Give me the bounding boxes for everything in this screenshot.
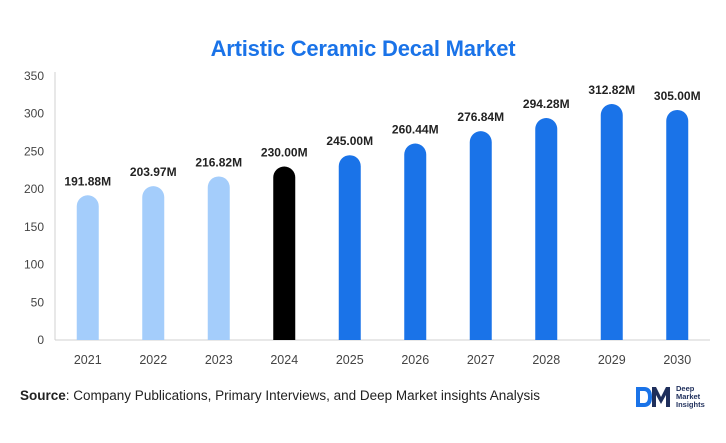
logo-line-2: Market xyxy=(676,392,701,401)
logo-line-3: Insights xyxy=(676,400,705,409)
source-label: Source xyxy=(20,388,66,403)
data-label-2027: 276.84M xyxy=(457,110,504,124)
y-axis: 0 50 100 150 200 250 300 350 xyxy=(24,69,56,347)
bar-2023 xyxy=(207,176,230,340)
data-label-2028: 294.28M xyxy=(523,97,570,111)
x-tick-label-2025: 2025 xyxy=(336,353,364,367)
x-tick-label-2021: 2021 xyxy=(74,353,102,367)
y-tick-label: 200 xyxy=(24,182,44,196)
bar-2030 xyxy=(666,109,689,340)
data-label-2030: 305.00M xyxy=(654,89,701,103)
chart-title: Artistic Ceramic Decal Market xyxy=(210,36,516,61)
bar-2025 xyxy=(338,155,361,340)
bar-2027 xyxy=(469,131,492,340)
data-labels-group: 191.88M 203.97M 216.82M 230.00M 245.00M 260.4… xyxy=(64,83,700,188)
y-tick-label: 300 xyxy=(24,107,44,121)
x-axis: 2021 2022 2023 2024 2025 2026 2027 2028 2029 2030 xyxy=(55,339,710,367)
source-text: : Company Publications, Primary Intervie… xyxy=(65,388,540,403)
logo-wordmark: Deep Market Insights xyxy=(676,385,705,409)
data-label-2025: 245.00M xyxy=(326,134,373,148)
x-tick-label-2024: 2024 xyxy=(270,353,298,367)
data-label-2029: 312.82M xyxy=(588,83,635,97)
source-note: Source: Company Publications, Primary In… xyxy=(20,388,540,403)
dm-logo-icon xyxy=(636,387,670,407)
bar-2024 xyxy=(273,166,296,340)
bar-2028 xyxy=(535,118,558,340)
x-tick-label-2027: 2027 xyxy=(467,353,495,367)
y-tick-label: 0 xyxy=(37,333,44,347)
x-tick-label-2028: 2028 xyxy=(532,353,560,367)
y-tick-label: 100 xyxy=(24,258,44,272)
data-label-2026: 260.44M xyxy=(392,123,439,137)
y-tick-label: 250 xyxy=(24,144,44,158)
data-label-2024: 230.00M xyxy=(261,146,308,160)
data-label-2021: 191.88M xyxy=(64,174,111,188)
x-tick-label-2022: 2022 xyxy=(139,353,167,367)
y-tick-label: 50 xyxy=(31,295,45,309)
bar-2026 xyxy=(404,143,427,340)
bars-group xyxy=(76,104,689,341)
x-tick-label-2026: 2026 xyxy=(401,353,429,367)
x-tick-label-2023: 2023 xyxy=(205,353,233,367)
data-label-2023: 216.82M xyxy=(195,155,242,169)
logo-line-1: Deep xyxy=(676,384,695,393)
data-label-2022: 203.97M xyxy=(130,165,177,179)
company-logo: Deep Market Insights xyxy=(634,384,705,410)
y-tick-label: 350 xyxy=(24,69,44,83)
x-tick-label-2030: 2030 xyxy=(663,353,691,367)
bar-2021 xyxy=(76,195,99,340)
y-tick-label: 150 xyxy=(24,220,44,234)
bar-2029 xyxy=(600,104,623,341)
bar-2022 xyxy=(142,186,165,340)
x-tick-label-2029: 2029 xyxy=(598,353,626,367)
